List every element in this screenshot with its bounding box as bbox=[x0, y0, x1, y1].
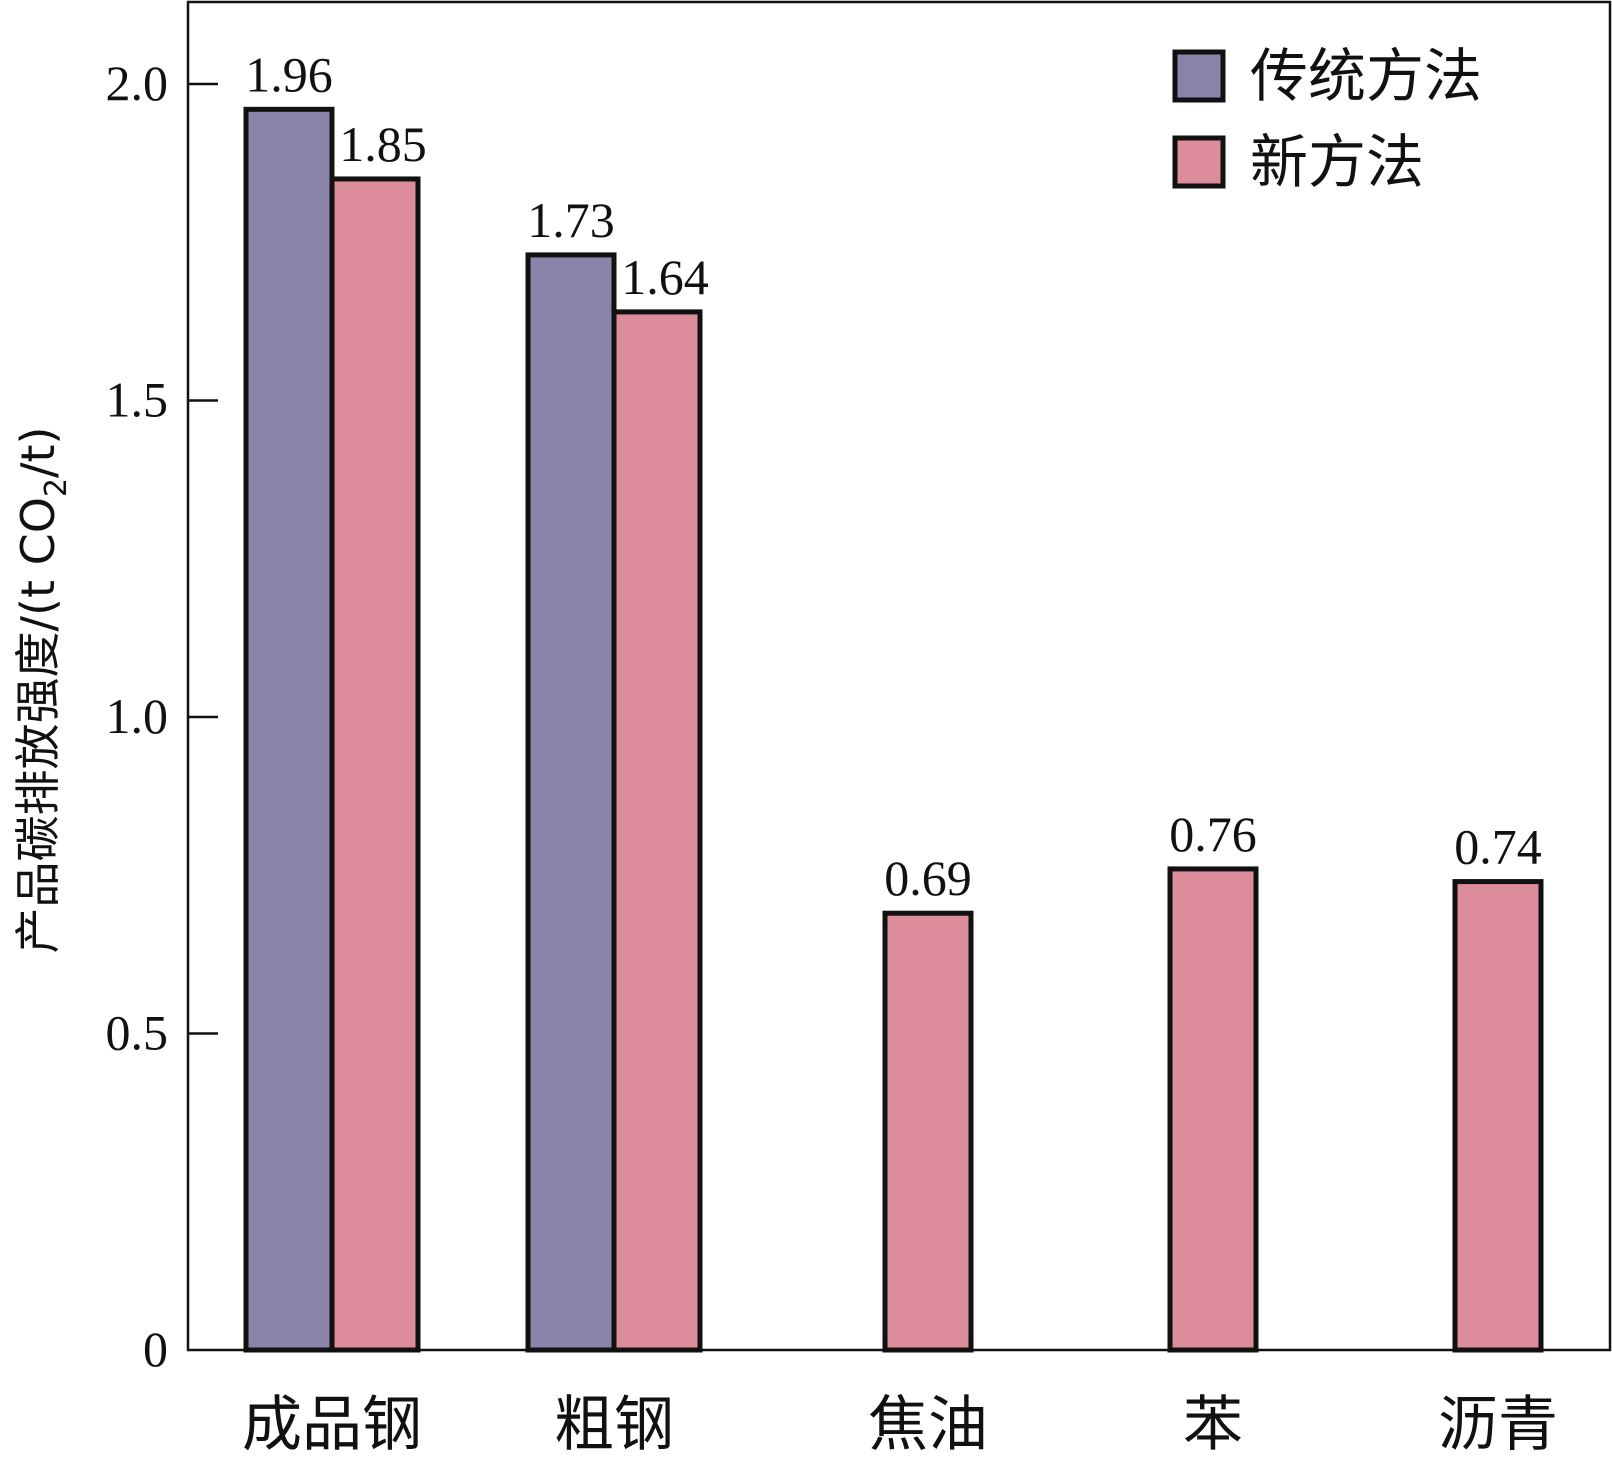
data-label: 1.85 bbox=[339, 116, 427, 172]
y-tick-label: 1.5 bbox=[106, 372, 169, 428]
legend-swatch bbox=[1172, 135, 1226, 189]
y-tick-label: 2.0 bbox=[106, 55, 169, 111]
y-tick-label: 0.5 bbox=[106, 1005, 169, 1061]
data-label: 1.73 bbox=[527, 192, 615, 248]
category-label: 焦油 bbox=[868, 1390, 988, 1460]
bar-new bbox=[611, 309, 703, 1353]
bar-new bbox=[329, 176, 421, 1353]
data-label: 0.69 bbox=[884, 850, 972, 906]
bar-new bbox=[882, 910, 974, 1353]
bar-new bbox=[1452, 879, 1544, 1353]
bar-traditional bbox=[525, 252, 617, 1353]
data-label: 0.76 bbox=[1169, 806, 1257, 862]
category-label: 成品钢 bbox=[242, 1390, 422, 1460]
y-tick-label: 0 bbox=[143, 1321, 168, 1377]
category-label: 苯 bbox=[1183, 1390, 1243, 1460]
legend-label: 传统方法 bbox=[1250, 42, 1482, 110]
data-label: 1.96 bbox=[245, 46, 333, 102]
bar-traditional bbox=[243, 106, 335, 1353]
category-label: 粗钢 bbox=[554, 1390, 674, 1460]
category-label: 沥青 bbox=[1438, 1390, 1558, 1460]
data-label: 1.64 bbox=[621, 249, 709, 305]
legend-swatch bbox=[1172, 49, 1226, 103]
y-tick-label: 1.0 bbox=[106, 688, 169, 744]
y-axis-title: 产品碳排放强度/(t CO2/t) bbox=[11, 426, 74, 953]
data-label: 0.74 bbox=[1454, 819, 1542, 875]
legend-label: 新方法 bbox=[1250, 128, 1424, 196]
bar-new bbox=[1167, 866, 1259, 1353]
